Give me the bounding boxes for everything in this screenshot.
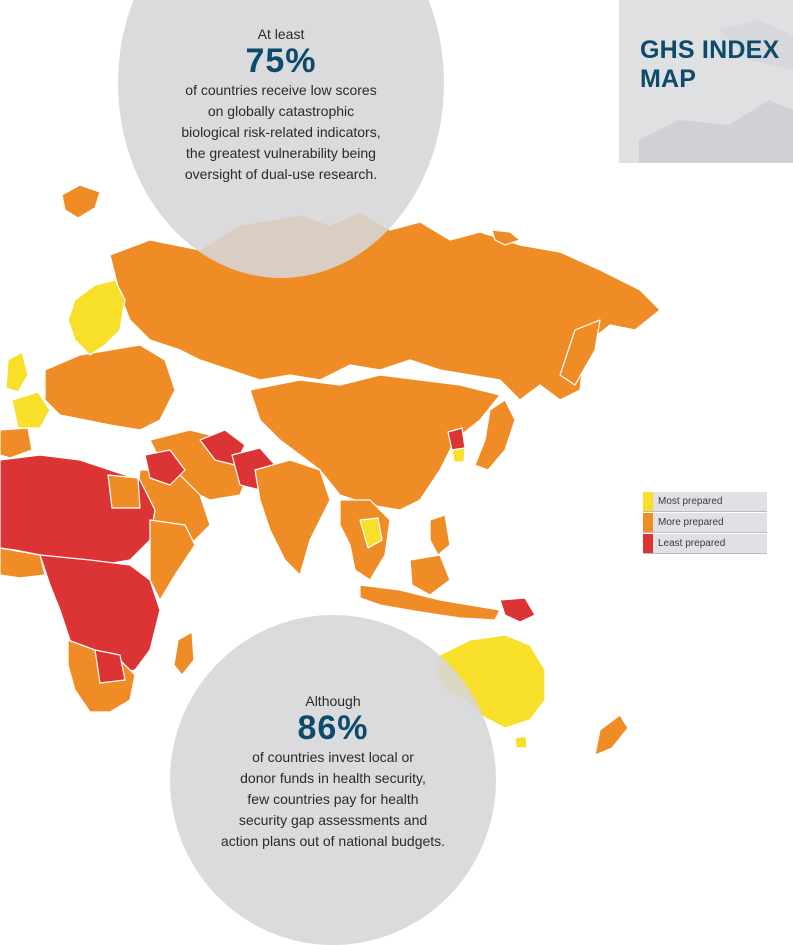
region-png	[499, 597, 536, 623]
stat-line: of countries receive low scores	[185, 82, 377, 98]
region-syria	[144, 449, 186, 486]
region-thailand	[359, 517, 383, 549]
stat-line: of countries invest local or	[252, 749, 414, 765]
legend-item-most: Most prepared	[643, 492, 767, 512]
stat-line: oversight of dual-use research.	[184, 166, 378, 182]
stat-percent: 86%	[297, 709, 369, 747]
region-madagascar	[173, 631, 195, 676]
legend-label: Least prepared	[658, 538, 726, 549]
region-egypt	[107, 474, 141, 509]
stat-line: action plans out of national budgets.	[220, 833, 446, 849]
region-scandinavia	[67, 279, 126, 356]
region-iceland	[61, 184, 101, 219]
legend-item-least: Least prepared	[643, 534, 767, 554]
faded-map-texture	[639, 20, 793, 163]
region-south-korea	[451, 447, 466, 463]
stat-line: few countries pay for health	[247, 791, 419, 807]
region-uk	[5, 351, 29, 393]
legend-item-more: More prepared	[643, 513, 767, 533]
map-legend: Most prepared More prepared Least prepar…	[643, 492, 767, 555]
region-tasmania	[514, 735, 528, 749]
region-central-africa	[39, 554, 161, 676]
region-horn-africa	[149, 519, 196, 601]
region-europe	[44, 344, 176, 431]
stat-line: donor funds in health security,	[240, 770, 426, 786]
legend-swatch	[643, 534, 653, 553]
region-borneo	[409, 554, 451, 596]
corner-panel	[619, 0, 793, 163]
stat-line: security gap assessments and	[238, 812, 428, 828]
legend-swatch	[643, 513, 653, 532]
legend-label: Most prepared	[658, 496, 723, 507]
world-map	[0, 184, 661, 756]
stat-intro: Although	[305, 693, 361, 709]
region-china	[249, 374, 501, 511]
stat-line: on globally catastrophic	[207, 103, 355, 119]
region-island-2	[491, 229, 521, 246]
stat-line: biological risk-related indicators,	[181, 124, 381, 140]
map-title: GHS INDEX MAP	[640, 36, 780, 93]
region-indonesia	[359, 584, 501, 621]
region-philippines	[429, 514, 451, 556]
stat-intro: At least	[257, 26, 305, 42]
region-france	[11, 391, 51, 429]
legend-label: More prepared	[658, 517, 724, 528]
region-north-africa	[0, 454, 156, 566]
stat-percent: 75%	[245, 42, 317, 80]
stat-line: the greatest vulnerability being	[186, 145, 376, 161]
region-india	[254, 459, 331, 576]
stat-circle-bottom: Although 86% of countries invest local o…	[170, 615, 496, 945]
region-new-zealand	[594, 714, 629, 756]
legend-swatch	[643, 492, 653, 511]
region-japan	[474, 399, 516, 471]
region-kamchatka	[559, 319, 601, 386]
region-west-africa	[0, 547, 46, 579]
region-iberia	[0, 427, 33, 459]
region-southern-africa-2	[94, 649, 126, 684]
